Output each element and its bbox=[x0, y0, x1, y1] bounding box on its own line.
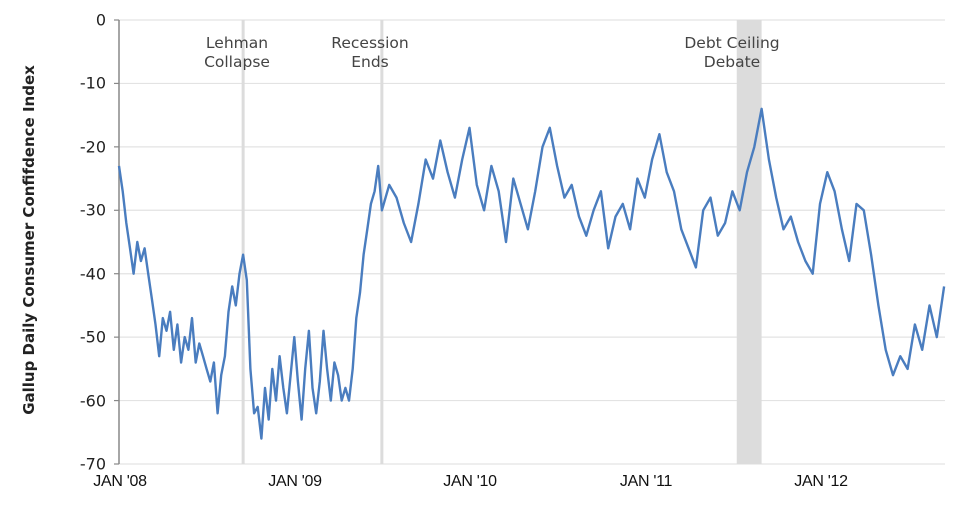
y-tick-label: -60 bbox=[79, 391, 106, 411]
y-axis-title-area: Gallup Daily Consumer Confifdence Index bbox=[0, 0, 50, 509]
gridlines bbox=[119, 19, 945, 465]
annotation-text: Collapse bbox=[204, 53, 270, 71]
event-markers bbox=[241, 20, 762, 464]
x-tick-label: JAN '09 bbox=[268, 473, 322, 490]
axes bbox=[114, 19, 120, 465]
series-line bbox=[117, 107, 946, 440]
y-tick-label: -40 bbox=[79, 264, 106, 284]
event-band bbox=[736, 20, 762, 464]
y-tick-label: -10 bbox=[79, 73, 106, 93]
x-tick-label: JAN '10 bbox=[443, 473, 497, 490]
y-tick-label: 0 bbox=[95, 10, 106, 30]
annotation-text: Lehman bbox=[205, 34, 269, 52]
y-axis-title: Gallup Daily Consumer Confifdence Index bbox=[20, 65, 38, 415]
x-tick-label: JAN '08 bbox=[93, 473, 147, 490]
annotation-lehman-collapse: Lehman Collapse bbox=[204, 34, 270, 72]
y-tick-label: -30 bbox=[79, 200, 106, 220]
annotation-recession-ends: Recession Ends bbox=[331, 34, 408, 72]
annotation-text: Debate bbox=[703, 53, 761, 71]
annotation-debt-ceiling-debate: Debt Ceiling Debate bbox=[684, 34, 779, 72]
annotation-text: Debt Ceiling bbox=[684, 34, 780, 52]
annotation-text: Recession bbox=[331, 34, 409, 52]
y-tick-label: -70 bbox=[79, 454, 106, 474]
data-series bbox=[117, 107, 946, 440]
y-tick-label: -20 bbox=[79, 137, 106, 157]
x-tick-label: JAN '11 bbox=[619, 473, 673, 490]
x-tick-label: JAN '12 bbox=[794, 473, 848, 490]
annotation-text: Ends bbox=[351, 53, 389, 71]
y-tick-label: -50 bbox=[79, 327, 106, 347]
